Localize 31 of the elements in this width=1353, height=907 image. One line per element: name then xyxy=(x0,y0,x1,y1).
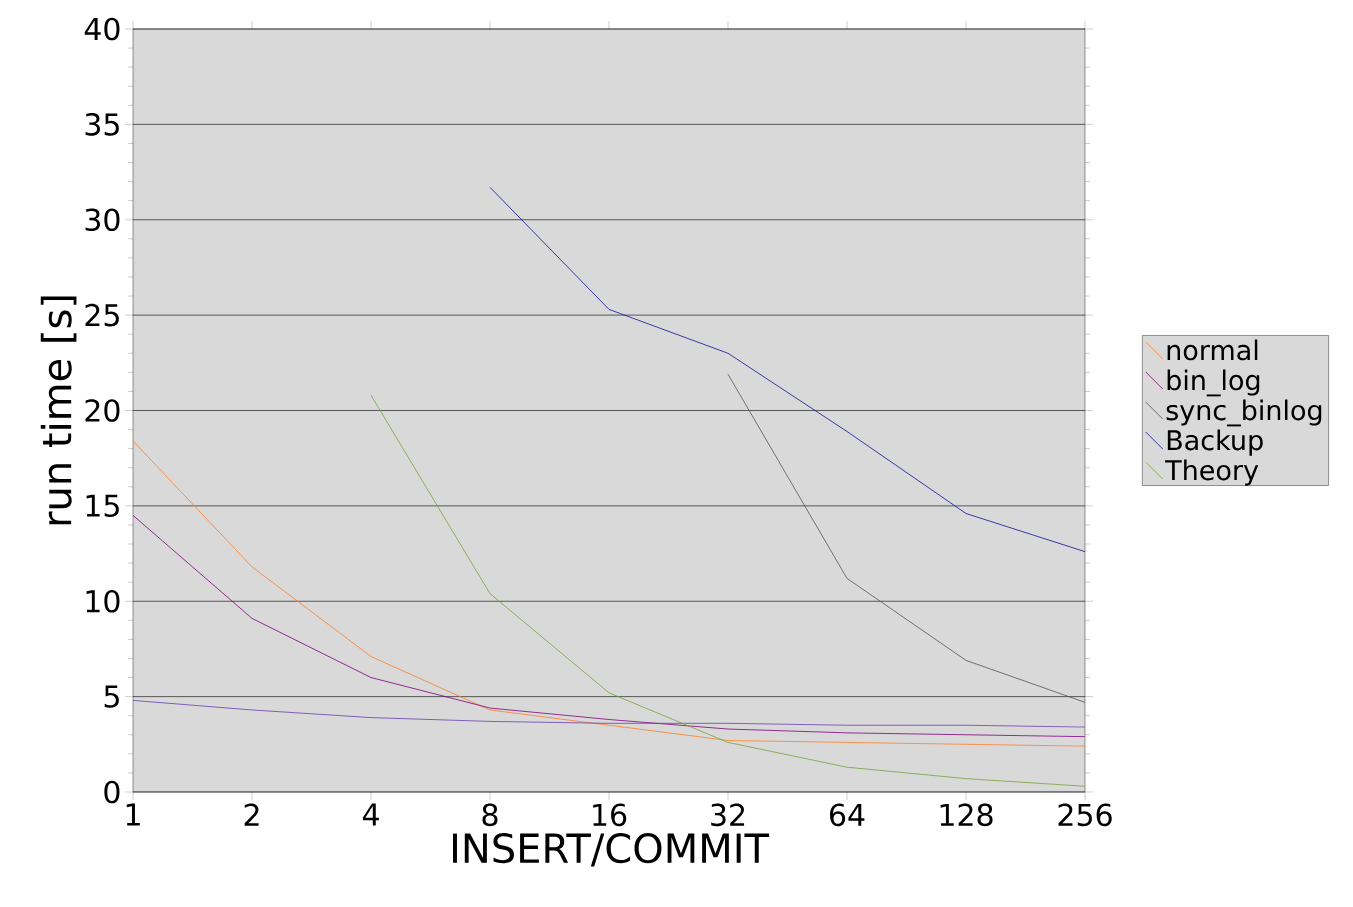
y-tick-label: 15 xyxy=(86,494,119,518)
legend-label: bin_log xyxy=(1167,369,1260,397)
x-tick-label: 2 xyxy=(244,803,259,826)
legend-label: Backup xyxy=(1167,429,1263,456)
legend-label: normal xyxy=(1167,339,1258,361)
legend-label: Theory xyxy=(1165,459,1259,486)
line-series xyxy=(133,700,1085,728)
line-series xyxy=(133,440,1085,747)
y-tick-label: 0 xyxy=(104,780,120,804)
y-tick-label: 20 xyxy=(85,399,120,422)
y-tick-label: 5 xyxy=(104,685,119,708)
y-tick-label: 40 xyxy=(84,17,120,41)
legend-label: sync_binlog xyxy=(1166,399,1322,427)
x-tick-label: 1 xyxy=(126,803,140,826)
y-tick-label: 25 xyxy=(85,303,119,327)
line-series xyxy=(727,373,1085,703)
x-tick-label: 32 xyxy=(711,803,745,827)
x-axis-title: INSERT/COMMIT xyxy=(453,833,770,867)
x-tick-label: 128 xyxy=(940,803,993,827)
x-tick-label: 8 xyxy=(482,803,498,827)
line-series xyxy=(133,515,1085,738)
y-tick-label: 10 xyxy=(86,589,120,613)
x-tick-label: 256 xyxy=(1058,803,1112,827)
x-tick-label: 64 xyxy=(830,803,865,827)
line-series xyxy=(489,186,1085,553)
y-axis-title: run time [s] xyxy=(40,296,77,525)
y-tick-label: 35 xyxy=(85,113,119,136)
x-tick-label: 4 xyxy=(362,803,379,826)
y-tick-label: 30 xyxy=(85,208,120,232)
x-tick-label: 16 xyxy=(593,803,627,827)
line-series xyxy=(370,394,1085,787)
